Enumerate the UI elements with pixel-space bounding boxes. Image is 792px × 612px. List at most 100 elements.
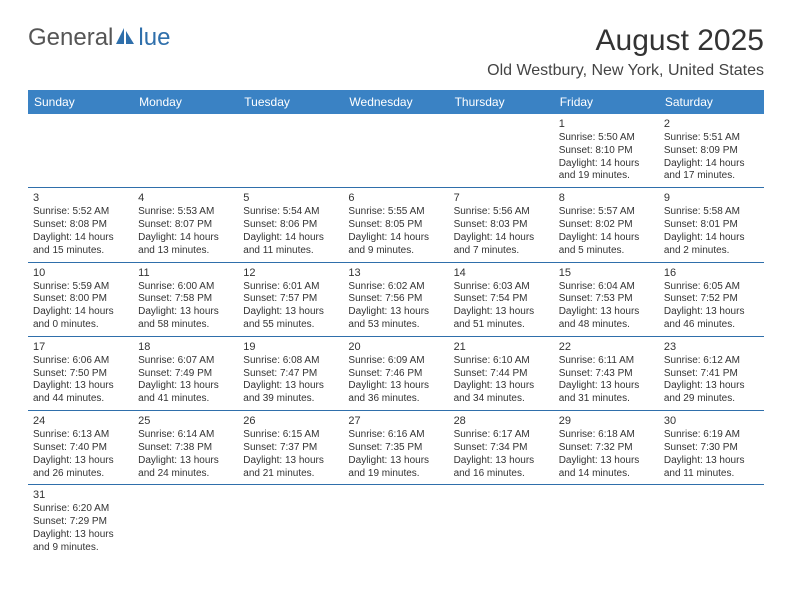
day-number: 8 xyxy=(559,191,654,205)
sunrise-text: Sunrise: 6:15 AM xyxy=(243,429,338,442)
calendar-cell xyxy=(343,114,448,188)
sunrise-text: Sunrise: 6:14 AM xyxy=(138,429,233,442)
sunset-text: Sunset: 8:03 PM xyxy=(454,219,549,232)
sunset-text: Sunset: 7:37 PM xyxy=(243,442,338,455)
daylight-text: Daylight: 13 hours xyxy=(559,380,654,393)
calendar-cell: 20Sunrise: 6:09 AMSunset: 7:46 PMDayligh… xyxy=(343,336,448,410)
calendar-cell xyxy=(343,485,448,559)
daylight-text: and 41 minutes. xyxy=(138,393,233,406)
daylight-text: Daylight: 13 hours xyxy=(454,380,549,393)
daylight-text: Daylight: 13 hours xyxy=(138,380,233,393)
calendar-cell: 1Sunrise: 5:50 AMSunset: 8:10 PMDaylight… xyxy=(554,114,659,188)
sunset-text: Sunset: 7:29 PM xyxy=(33,516,128,529)
sunrise-text: Sunrise: 5:54 AM xyxy=(243,206,338,219)
day-number: 13 xyxy=(348,266,443,280)
sunset-text: Sunset: 7:54 PM xyxy=(454,293,549,306)
calendar-cell: 18Sunrise: 6:07 AMSunset: 7:49 PMDayligh… xyxy=(133,336,238,410)
daylight-text: Daylight: 13 hours xyxy=(664,306,759,319)
day-header: Wednesday xyxy=(343,90,448,114)
sunrise-text: Sunrise: 5:59 AM xyxy=(33,281,128,294)
daylight-text: Daylight: 14 hours xyxy=(664,158,759,171)
daylight-text: and 34 minutes. xyxy=(454,393,549,406)
calendar-cell: 26Sunrise: 6:15 AMSunset: 7:37 PMDayligh… xyxy=(238,411,343,485)
calendar-cell: 28Sunrise: 6:17 AMSunset: 7:34 PMDayligh… xyxy=(449,411,554,485)
daylight-text: Daylight: 14 hours xyxy=(559,158,654,171)
day-header: Tuesday xyxy=(238,90,343,114)
daylight-text: and 5 minutes. xyxy=(559,245,654,258)
sunrise-text: Sunrise: 6:03 AM xyxy=(454,281,549,294)
daylight-text: and 46 minutes. xyxy=(664,319,759,332)
day-number: 9 xyxy=(664,191,759,205)
sunset-text: Sunset: 7:52 PM xyxy=(664,293,759,306)
day-number: 15 xyxy=(559,266,654,280)
calendar-cell: 21Sunrise: 6:10 AMSunset: 7:44 PMDayligh… xyxy=(449,336,554,410)
daylight-text: Daylight: 14 hours xyxy=(138,232,233,245)
daylight-text: and 9 minutes. xyxy=(33,542,128,555)
sunrise-text: Sunrise: 6:00 AM xyxy=(138,281,233,294)
day-number: 10 xyxy=(33,266,128,280)
day-number: 20 xyxy=(348,340,443,354)
sunset-text: Sunset: 7:57 PM xyxy=(243,293,338,306)
day-number: 26 xyxy=(243,414,338,428)
calendar-cell: 30Sunrise: 6:19 AMSunset: 7:30 PMDayligh… xyxy=(659,411,764,485)
daylight-text: Daylight: 13 hours xyxy=(33,529,128,542)
daylight-text: and 11 minutes. xyxy=(664,468,759,481)
day-number: 28 xyxy=(454,414,549,428)
day-number: 19 xyxy=(243,340,338,354)
calendar-cell: 29Sunrise: 6:18 AMSunset: 7:32 PMDayligh… xyxy=(554,411,659,485)
day-number: 30 xyxy=(664,414,759,428)
sunrise-text: Sunrise: 6:02 AM xyxy=(348,281,443,294)
sunset-text: Sunset: 7:46 PM xyxy=(348,368,443,381)
calendar-cell: 25Sunrise: 6:14 AMSunset: 7:38 PMDayligh… xyxy=(133,411,238,485)
sunset-text: Sunset: 8:05 PM xyxy=(348,219,443,232)
daylight-text: Daylight: 14 hours xyxy=(454,232,549,245)
sunset-text: Sunset: 7:32 PM xyxy=(559,442,654,455)
daylight-text: Daylight: 13 hours xyxy=(559,455,654,468)
sunrise-text: Sunrise: 5:57 AM xyxy=(559,206,654,219)
day-header: Sunday xyxy=(28,90,133,114)
sunset-text: Sunset: 7:35 PM xyxy=(348,442,443,455)
daylight-text: and 21 minutes. xyxy=(243,468,338,481)
daylight-text: Daylight: 13 hours xyxy=(348,380,443,393)
day-number: 23 xyxy=(664,340,759,354)
sunset-text: Sunset: 7:58 PM xyxy=(138,293,233,306)
sunset-text: Sunset: 8:07 PM xyxy=(138,219,233,232)
daylight-text: and 51 minutes. xyxy=(454,319,549,332)
sunrise-text: Sunrise: 6:18 AM xyxy=(559,429,654,442)
calendar-cell: 12Sunrise: 6:01 AMSunset: 7:57 PMDayligh… xyxy=(238,262,343,336)
daylight-text: Daylight: 14 hours xyxy=(348,232,443,245)
daylight-text: and 29 minutes. xyxy=(664,393,759,406)
calendar-cell: 10Sunrise: 5:59 AMSunset: 8:00 PMDayligh… xyxy=(28,262,133,336)
daylight-text: and 36 minutes. xyxy=(348,393,443,406)
sunrise-text: Sunrise: 6:20 AM xyxy=(33,503,128,516)
calendar-cell: 13Sunrise: 6:02 AMSunset: 7:56 PMDayligh… xyxy=(343,262,448,336)
day-number: 14 xyxy=(454,266,549,280)
day-number: 5 xyxy=(243,191,338,205)
logo-text-blue: lue xyxy=(138,24,170,52)
sunrise-text: Sunrise: 6:19 AM xyxy=(664,429,759,442)
daylight-text: and 55 minutes. xyxy=(243,319,338,332)
calendar-cell: 6Sunrise: 5:55 AMSunset: 8:05 PMDaylight… xyxy=(343,188,448,262)
day-number: 29 xyxy=(559,414,654,428)
daylight-text: Daylight: 14 hours xyxy=(243,232,338,245)
daylight-text: and 7 minutes. xyxy=(454,245,549,258)
daylight-text: and 14 minutes. xyxy=(559,468,654,481)
calendar-cell xyxy=(28,114,133,188)
sunrise-text: Sunrise: 6:08 AM xyxy=(243,355,338,368)
day-number: 4 xyxy=(138,191,233,205)
sunrise-text: Sunrise: 6:06 AM xyxy=(33,355,128,368)
day-header: Friday xyxy=(554,90,659,114)
calendar-cell: 24Sunrise: 6:13 AMSunset: 7:40 PMDayligh… xyxy=(28,411,133,485)
calendar-cell: 7Sunrise: 5:56 AMSunset: 8:03 PMDaylight… xyxy=(449,188,554,262)
sunset-text: Sunset: 7:43 PM xyxy=(559,368,654,381)
sunset-text: Sunset: 7:49 PM xyxy=(138,368,233,381)
sunset-text: Sunset: 8:01 PM xyxy=(664,219,759,232)
sunrise-text: Sunrise: 6:07 AM xyxy=(138,355,233,368)
day-number: 2 xyxy=(664,117,759,131)
day-number: 16 xyxy=(664,266,759,280)
sunrise-text: Sunrise: 5:53 AM xyxy=(138,206,233,219)
sunrise-text: Sunrise: 6:10 AM xyxy=(454,355,549,368)
day-number: 7 xyxy=(454,191,549,205)
daylight-text: Daylight: 13 hours xyxy=(559,306,654,319)
sunset-text: Sunset: 7:53 PM xyxy=(559,293,654,306)
